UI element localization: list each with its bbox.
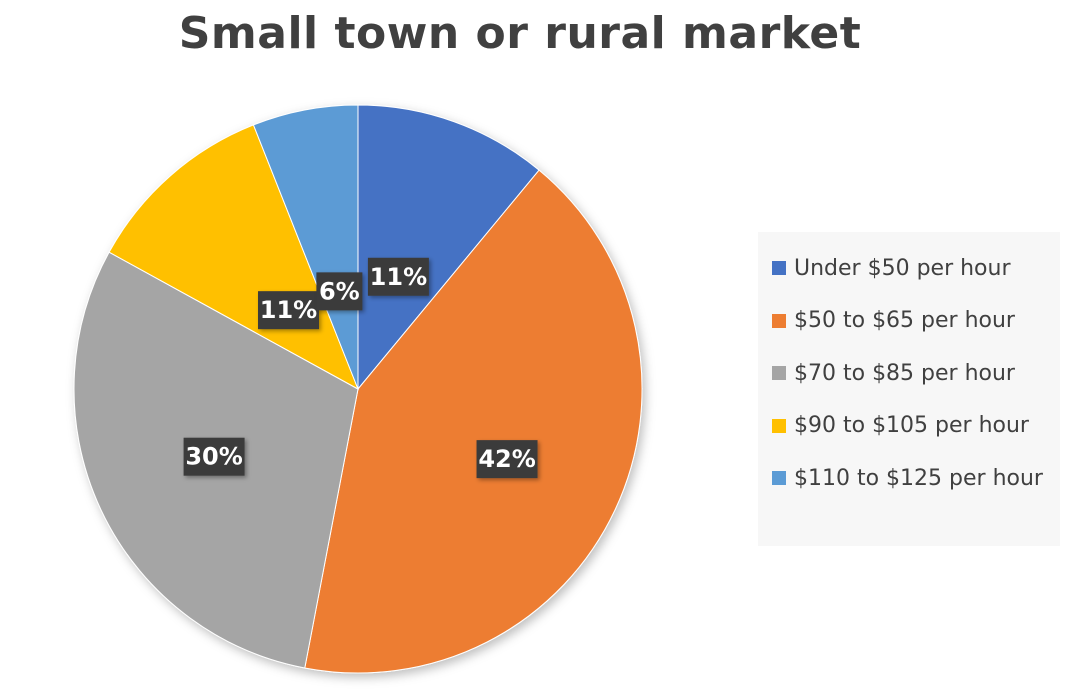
data-label-text-1: 11%: [370, 263, 427, 291]
legend-swatch-1: [772, 261, 786, 276]
legend-label-2: $50 to $65 per hour: [794, 308, 1015, 334]
data-label-4: 11%: [258, 291, 320, 330]
legend-item-2: $50 to $65 per hour: [772, 295, 1060, 348]
legend-swatch-5: [772, 471, 786, 486]
data-label-text-2: 42%: [478, 445, 535, 473]
legend-item-5: $110 to $125 per hour: [772, 452, 1060, 505]
legend-swatch-4: [772, 418, 786, 433]
data-label-box-5: [316, 272, 363, 311]
legend-item-1: Under $50 per hour: [772, 242, 1060, 295]
legend-label-3: $70 to $85 per hour: [794, 360, 1015, 386]
legend-swatch-2: [772, 313, 786, 328]
data-label-1: 11%: [367, 257, 429, 296]
legend-label-5: $110 to $125 per hour: [794, 465, 1043, 491]
data-label-box-1: [367, 257, 429, 296]
data-label-5: 6%: [316, 272, 363, 311]
pie-slice-1: [357, 104, 540, 391]
legend-label-4: $90 to $105 per hour: [794, 413, 1029, 439]
data-label-text-5: 6%: [319, 277, 360, 305]
legend-label-1: Under $50 per hour: [794, 255, 1011, 281]
data-label-2: 42%: [476, 440, 538, 479]
legend-item-3: $70 to $85 per hour: [772, 347, 1060, 400]
pie-slice-5: [252, 104, 359, 390]
data-label-box-4: [258, 291, 320, 330]
chart-title: Small town or rural market: [178, 8, 862, 59]
data-label-text-3: 30%: [185, 443, 242, 471]
data-label-box-2: [476, 440, 538, 479]
pie-data-labels: 11%42%30%11%6%: [183, 257, 538, 479]
data-label-text-4: 11%: [260, 296, 317, 324]
pie-slice-2: [304, 169, 643, 674]
legend: Under $50 per hour $50 to $65 per hour $70…: [758, 232, 1060, 546]
legend-swatch-3: [772, 366, 786, 381]
pie-slices: [73, 104, 643, 674]
data-label-3: 30%: [183, 437, 245, 476]
data-label-box-3: [183, 437, 245, 476]
legend-item-4: $90 to $105 per hour: [772, 400, 1060, 453]
